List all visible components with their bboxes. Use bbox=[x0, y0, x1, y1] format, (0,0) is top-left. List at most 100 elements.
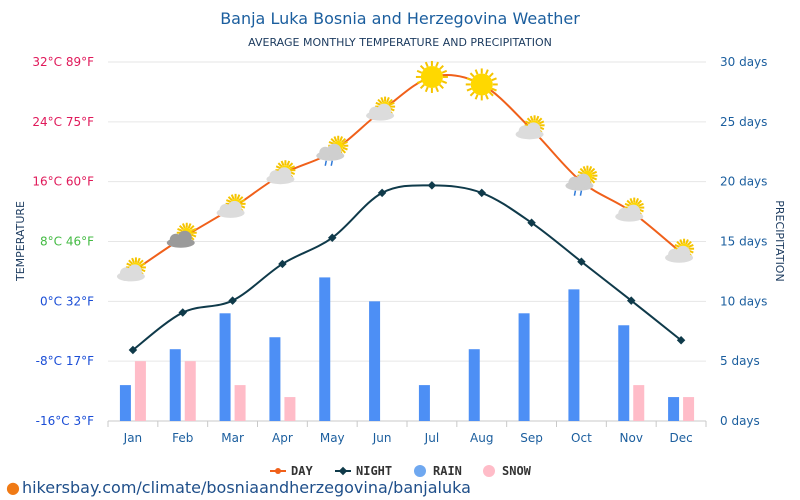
sun-ray bbox=[577, 170, 584, 175]
sun-ray bbox=[491, 87, 497, 92]
sun-ray bbox=[591, 176, 598, 181]
sun-ray bbox=[537, 117, 543, 123]
night-point bbox=[128, 345, 138, 355]
rain-bar bbox=[169, 349, 181, 421]
rain-bar bbox=[219, 313, 231, 421]
y-tick-label-right: 20 days bbox=[720, 175, 767, 189]
y-tick-label-left: 24°C 75°F bbox=[32, 115, 94, 129]
sun-ray bbox=[688, 243, 694, 248]
sun-ray bbox=[588, 166, 593, 172]
y-tick-label-left: 16°C 60°F bbox=[32, 175, 94, 189]
sun-ray bbox=[341, 137, 347, 143]
rain-drop bbox=[579, 190, 583, 196]
legend-marker bbox=[338, 466, 348, 476]
night-point bbox=[627, 296, 636, 305]
sun-ray bbox=[579, 167, 585, 173]
sun-ray bbox=[230, 194, 235, 200]
sun-ray bbox=[488, 91, 494, 97]
partly-cloudy-icon bbox=[266, 160, 296, 185]
cloud-shape bbox=[177, 230, 192, 245]
footer-source[interactable]: ● hikersbay.com/climate/bosniaandherzegov… bbox=[6, 478, 471, 497]
legend-item-rain: RAIN bbox=[414, 464, 462, 478]
rain-cloud-icon bbox=[565, 165, 598, 196]
y-axis-left-label: TEMPERATURE bbox=[14, 201, 27, 282]
sun-ray bbox=[469, 72, 475, 78]
x-tick-label: Dec bbox=[669, 431, 692, 445]
cloud-shape bbox=[327, 143, 342, 158]
sun-ray bbox=[435, 61, 439, 68]
partly-cloudy-icon bbox=[515, 115, 545, 140]
sun-ray bbox=[485, 69, 489, 75]
sun-ray bbox=[342, 140, 348, 145]
sun-ray bbox=[387, 98, 393, 104]
sun-ray bbox=[626, 199, 632, 205]
legend-label: DAY bbox=[291, 464, 313, 478]
partly-cloudy-icon bbox=[216, 193, 246, 218]
rain-bar bbox=[418, 385, 430, 421]
sun-ray bbox=[389, 101, 395, 106]
cloud-shape bbox=[277, 167, 292, 182]
cloud-shape bbox=[576, 173, 591, 188]
cloud-shape bbox=[377, 103, 392, 118]
x-tick-label: May bbox=[320, 431, 345, 445]
rain-bar bbox=[119, 385, 131, 421]
sun-ray bbox=[466, 77, 472, 82]
partly-cloudy-icon bbox=[116, 257, 146, 282]
sun-ray bbox=[591, 170, 598, 175]
sun-ray bbox=[491, 77, 497, 82]
night-temperature-line bbox=[132, 184, 682, 351]
cloud-shape bbox=[526, 122, 541, 137]
sun-ray bbox=[629, 197, 634, 204]
sun-ray bbox=[686, 240, 692, 246]
y-tick-label-left: 0°C 32°F bbox=[40, 294, 94, 308]
sun-ray bbox=[275, 165, 282, 170]
sun-ray bbox=[441, 69, 448, 74]
sun-ray bbox=[131, 257, 135, 264]
night-point bbox=[577, 257, 586, 266]
y-tick-label-right: 10 days bbox=[720, 294, 767, 308]
snow-bar bbox=[134, 361, 146, 421]
sun-ray bbox=[466, 87, 472, 92]
legend-item-snow: SNOW bbox=[483, 464, 532, 478]
partly-cloudy-icon bbox=[366, 96, 396, 121]
cloud-shape bbox=[227, 200, 242, 215]
sun-ray bbox=[289, 165, 296, 170]
sun-ray bbox=[341, 148, 347, 154]
sun-ray bbox=[526, 117, 532, 123]
sun-ray bbox=[679, 239, 684, 245]
partly-cloudy-icon bbox=[615, 197, 645, 222]
sun-ray bbox=[136, 257, 141, 264]
sun-ray bbox=[128, 259, 134, 265]
footer-url: hikersbay.com/climate/bosniaandherzegovi… bbox=[21, 478, 471, 497]
snow-bar bbox=[234, 385, 246, 421]
night-point bbox=[377, 188, 387, 198]
sun-ray bbox=[126, 262, 132, 267]
x-tick-label: Jun bbox=[372, 431, 392, 445]
legend-marker bbox=[414, 465, 426, 477]
sun-ray bbox=[225, 199, 232, 203]
sun-ray bbox=[328, 140, 335, 145]
night-point bbox=[228, 296, 237, 305]
sun-ray bbox=[674, 243, 680, 248]
sun-ray bbox=[277, 162, 283, 168]
sun-ray bbox=[177, 228, 183, 232]
sun-ray bbox=[535, 115, 540, 122]
sun-ray bbox=[485, 94, 489, 100]
legend-item-day: DAY bbox=[270, 464, 313, 478]
sun-ray bbox=[438, 84, 444, 89]
x-tick-label: Oct bbox=[571, 431, 592, 445]
x-tick-label: Jul bbox=[424, 431, 439, 445]
sun-ray bbox=[138, 259, 144, 265]
location-pin-icon: ● bbox=[6, 478, 20, 497]
rain-bar bbox=[518, 313, 530, 421]
sun-ray bbox=[676, 240, 682, 246]
legend-label: SNOW bbox=[502, 464, 532, 478]
y-tick-label-left: -16°C 3°F bbox=[36, 414, 94, 428]
sun-ray bbox=[438, 64, 444, 70]
sun-ray bbox=[469, 91, 475, 97]
sun-ray bbox=[377, 98, 383, 104]
night-point bbox=[427, 181, 437, 190]
rain-bar bbox=[568, 289, 580, 421]
sun-ray bbox=[236, 194, 241, 200]
